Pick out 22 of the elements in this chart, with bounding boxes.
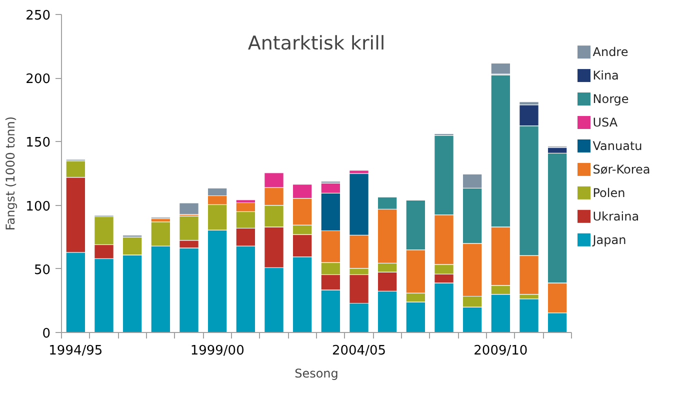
legend-label: Ukraina xyxy=(592,209,640,224)
legend-label: Japan xyxy=(592,232,626,247)
y-axis-title: Fangst (1000 tonn) xyxy=(4,116,18,231)
y-tick-label: 100 xyxy=(26,199,51,214)
y-tick-label: 0 xyxy=(42,326,51,342)
y-tick-label: 200 xyxy=(26,72,51,88)
y-tick-label: 250 xyxy=(26,8,51,24)
legend-label: Vanuatu xyxy=(592,138,642,153)
legend-label: USA xyxy=(592,115,618,130)
legend-label: Sør-Korea xyxy=(592,162,650,176)
y-tick-label: 50 xyxy=(34,262,51,278)
x-tick-label: 1999/00 xyxy=(190,344,244,358)
x-tick-label: 1994/95 xyxy=(48,344,103,358)
legend-label: Polen xyxy=(592,186,626,200)
legend-label: Norge xyxy=(592,92,629,106)
legend-label: Kina xyxy=(592,68,619,83)
x-tick-label: 2009/10 xyxy=(474,344,528,358)
y-tick-label: 150 xyxy=(26,136,51,151)
x-axis-title: Sesong xyxy=(294,366,338,380)
legend-label: Andre xyxy=(592,45,628,60)
x-tick-label: 2004/05 xyxy=(332,344,386,358)
text: Antarktisk krill xyxy=(248,32,386,54)
